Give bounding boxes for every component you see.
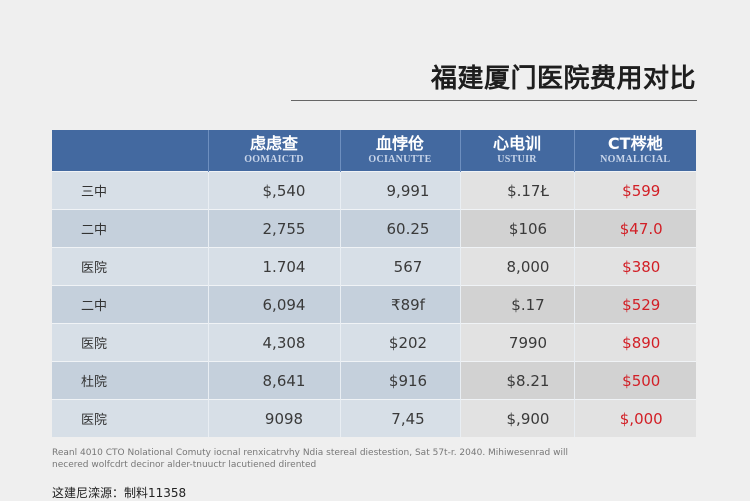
footnote: Reanl 4010 CTO Nolational Comuty iocnal …	[52, 448, 568, 470]
cell: 60.25	[340, 209, 461, 248]
cell: 9,991	[340, 171, 461, 210]
table-row: 三中 $,540 9,991 $.17Ł $599	[52, 171, 696, 210]
cell: 1.704	[208, 247, 341, 286]
table-header-row: 虑虑查 OOMAICTD 血悖伧 OCIANUTTE 心电训 USTUIR CT梣杝 N…	[52, 130, 696, 172]
cost-comparison-table: 虑虑查 OOMAICTD 血悖伧 OCIANUTTE 心电训 USTUIR CT梣杝 N…	[52, 130, 696, 437]
cell: 2,755	[208, 209, 341, 248]
cell-highlight: $599	[574, 171, 696, 210]
cell-highlight: $,000	[574, 399, 696, 437]
header-corner	[52, 130, 209, 172]
cell: 6,094	[208, 285, 341, 324]
cell-highlight: $890	[574, 323, 696, 362]
table-row: 杜院 8,641 $916 $8.21 $500	[52, 361, 696, 400]
cell: $106	[460, 209, 575, 248]
cell: 8,000	[460, 247, 575, 286]
cell-highlight: $529	[574, 285, 696, 324]
cell: $202	[340, 323, 461, 362]
header-col-2: 血悖伧 OCIANUTTE	[340, 130, 461, 172]
cell: 8,641	[208, 361, 341, 400]
cell-highlight: $500	[574, 361, 696, 400]
cell-highlight: $380	[574, 247, 696, 286]
table-row: 医院 1.704 567 8,000 $380	[52, 247, 696, 286]
cell-highlight: $47.0	[574, 209, 696, 248]
cell: ₹89f	[340, 285, 461, 324]
cell: 4,308	[208, 323, 341, 362]
table-row: 二中 6,094 ₹89f $.17 $529	[52, 285, 696, 324]
cell: $.17	[460, 285, 575, 324]
header-col-4: CT梣杝 NOMALICIAL	[574, 130, 696, 172]
cell: $.17Ł	[460, 171, 575, 210]
row-label: 杜院	[52, 361, 209, 400]
table-row: 医院 9098 7,45 $,900 $,000	[52, 399, 696, 437]
source-note: 这建尼滦源：制料11358	[52, 486, 187, 500]
header-col-3: 心电训 USTUIR	[460, 130, 575, 172]
page-title: 福建厦门医院费用对比	[430, 64, 696, 94]
row-label: 医院	[52, 323, 209, 362]
row-label: 医院	[52, 247, 209, 286]
cell: $,900	[460, 399, 575, 437]
title-divider	[291, 100, 697, 101]
row-label: 医院	[52, 399, 209, 437]
table-row: 医院 4,308 $202 7990 $890	[52, 323, 696, 362]
cell: 7,45	[340, 399, 461, 437]
row-label: 二中	[52, 209, 209, 248]
cell: $916	[340, 361, 461, 400]
header-col-1: 虑虑查 OOMAICTD	[208, 130, 341, 172]
cell: $,540	[208, 171, 341, 210]
row-label: 三中	[52, 171, 209, 210]
cell: 9098	[208, 399, 341, 437]
cell: 567	[340, 247, 461, 286]
row-label: 二中	[52, 285, 209, 324]
cell: 7990	[460, 323, 575, 362]
cell: $8.21	[460, 361, 575, 400]
table-row: 二中 2,755 60.25 $106 $47.0	[52, 209, 696, 248]
